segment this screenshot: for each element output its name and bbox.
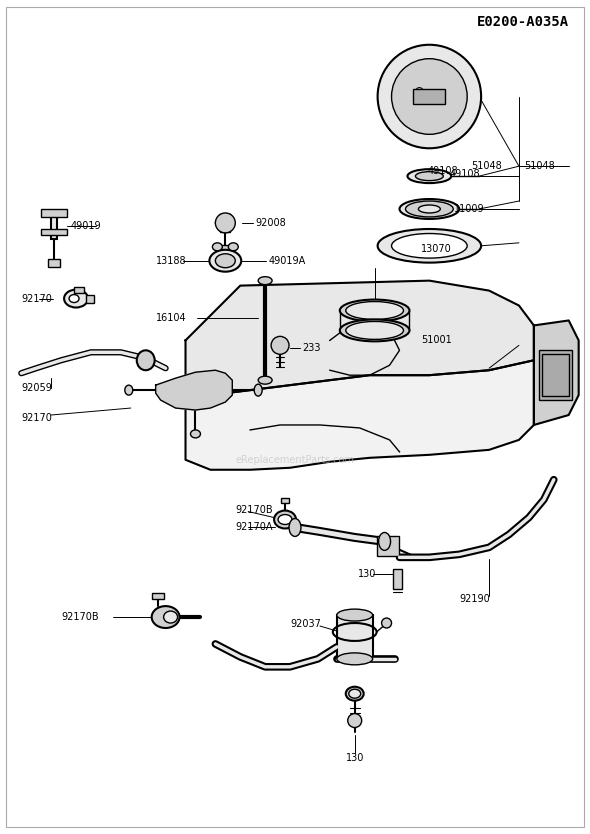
Ellipse shape xyxy=(392,234,467,258)
Polygon shape xyxy=(534,320,579,425)
Ellipse shape xyxy=(163,611,178,623)
Ellipse shape xyxy=(228,243,238,251)
Ellipse shape xyxy=(378,229,481,263)
Text: 130: 130 xyxy=(346,753,364,763)
Ellipse shape xyxy=(152,606,179,628)
Text: eReplacementParts.com: eReplacementParts.com xyxy=(235,455,355,465)
Ellipse shape xyxy=(258,376,272,384)
Ellipse shape xyxy=(340,319,409,341)
Ellipse shape xyxy=(289,519,301,536)
Bar xyxy=(86,294,94,303)
Circle shape xyxy=(348,714,362,727)
Circle shape xyxy=(415,88,424,96)
Ellipse shape xyxy=(349,689,360,698)
Text: 49108: 49108 xyxy=(449,169,480,179)
Circle shape xyxy=(378,45,481,148)
Polygon shape xyxy=(185,360,534,470)
Bar xyxy=(337,615,373,659)
Ellipse shape xyxy=(346,321,404,339)
Bar xyxy=(392,570,402,589)
Polygon shape xyxy=(156,370,232,410)
Bar xyxy=(539,350,572,400)
Bar xyxy=(281,498,289,503)
Ellipse shape xyxy=(340,299,409,321)
Text: 13188: 13188 xyxy=(156,256,186,266)
Ellipse shape xyxy=(191,430,201,438)
Text: 92170B: 92170B xyxy=(235,505,273,515)
Ellipse shape xyxy=(64,289,88,308)
Text: 233: 233 xyxy=(302,344,320,354)
Ellipse shape xyxy=(346,302,404,319)
Ellipse shape xyxy=(337,609,373,621)
Circle shape xyxy=(392,58,467,134)
Ellipse shape xyxy=(274,510,296,529)
Bar xyxy=(152,593,163,599)
Circle shape xyxy=(271,336,289,354)
Text: 51001: 51001 xyxy=(421,335,452,345)
Ellipse shape xyxy=(408,169,451,183)
Text: 49019A: 49019A xyxy=(268,256,306,266)
Circle shape xyxy=(382,618,392,628)
Text: E0200-A035A: E0200-A035A xyxy=(477,15,569,29)
Bar xyxy=(41,209,67,217)
Text: 92037: 92037 xyxy=(290,619,321,629)
Text: 51048: 51048 xyxy=(471,161,502,171)
Bar xyxy=(414,88,445,104)
Text: 92170: 92170 xyxy=(21,294,52,304)
Circle shape xyxy=(215,213,235,233)
Bar xyxy=(74,287,84,293)
Ellipse shape xyxy=(399,199,459,219)
Ellipse shape xyxy=(215,254,235,268)
Text: 92008: 92008 xyxy=(255,218,286,228)
Ellipse shape xyxy=(209,250,241,272)
Ellipse shape xyxy=(254,384,262,396)
Ellipse shape xyxy=(405,201,453,217)
Bar xyxy=(48,259,60,267)
Ellipse shape xyxy=(337,653,373,665)
Text: 92170: 92170 xyxy=(21,413,52,423)
Text: 92059: 92059 xyxy=(21,383,52,393)
Ellipse shape xyxy=(379,532,391,550)
Circle shape xyxy=(432,94,442,104)
Text: 92190: 92190 xyxy=(459,594,490,604)
Text: 16104: 16104 xyxy=(156,314,186,324)
Ellipse shape xyxy=(415,172,443,181)
Text: 92170A: 92170A xyxy=(235,522,273,532)
Bar xyxy=(376,536,398,556)
Ellipse shape xyxy=(258,277,272,284)
Ellipse shape xyxy=(346,686,363,701)
Text: 49108: 49108 xyxy=(427,166,458,176)
Ellipse shape xyxy=(278,515,292,525)
Text: 130: 130 xyxy=(358,570,376,580)
Text: 92170B: 92170B xyxy=(61,612,99,622)
Bar xyxy=(220,245,230,251)
Ellipse shape xyxy=(418,205,440,213)
Polygon shape xyxy=(185,281,534,400)
Ellipse shape xyxy=(69,294,79,303)
Ellipse shape xyxy=(212,243,222,251)
Text: 11009: 11009 xyxy=(454,204,485,214)
Text: 51048: 51048 xyxy=(524,161,555,171)
Bar xyxy=(542,354,569,396)
Bar xyxy=(41,229,67,235)
Text: 13070: 13070 xyxy=(421,244,452,254)
Bar xyxy=(51,214,57,239)
Text: 49019: 49019 xyxy=(71,221,101,231)
Ellipse shape xyxy=(137,350,155,370)
Ellipse shape xyxy=(125,385,133,395)
